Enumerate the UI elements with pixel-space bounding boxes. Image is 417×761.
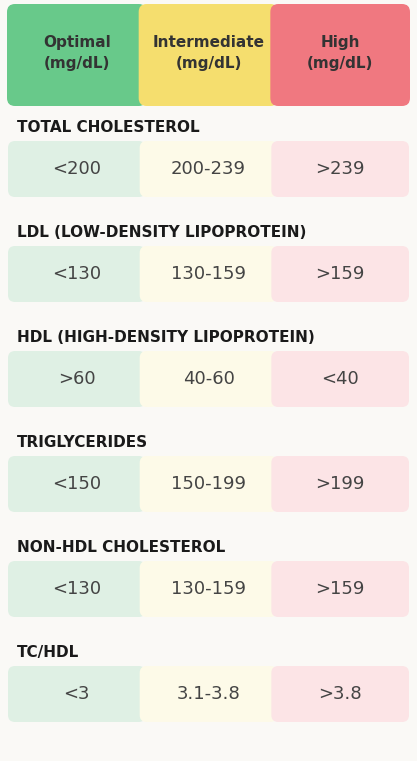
FancyBboxPatch shape (271, 141, 409, 197)
FancyBboxPatch shape (140, 561, 277, 617)
Text: <3: <3 (63, 685, 90, 703)
Text: <40: <40 (321, 370, 359, 388)
Text: 40-60: 40-60 (183, 370, 234, 388)
Text: HDL (HIGH-DENSITY LIPOPROTEIN): HDL (HIGH-DENSITY LIPOPROTEIN) (17, 330, 315, 345)
FancyBboxPatch shape (271, 351, 409, 407)
FancyBboxPatch shape (8, 666, 146, 722)
FancyBboxPatch shape (140, 666, 277, 722)
Text: >199: >199 (316, 475, 365, 493)
Text: 130-159: 130-159 (171, 580, 246, 598)
Text: High
(mg/dL): High (mg/dL) (307, 35, 373, 71)
Text: NON-HDL CHOLESTEROL: NON-HDL CHOLESTEROL (17, 540, 225, 555)
FancyBboxPatch shape (270, 4, 410, 106)
Text: >239: >239 (315, 160, 365, 178)
Text: >159: >159 (316, 580, 365, 598)
Text: >3.8: >3.8 (318, 685, 362, 703)
Text: Intermediate
(mg/dL): Intermediate (mg/dL) (153, 35, 264, 71)
Text: <130: <130 (52, 265, 101, 283)
Text: >60: >60 (58, 370, 95, 388)
FancyBboxPatch shape (139, 4, 278, 106)
Text: 150-199: 150-199 (171, 475, 246, 493)
FancyBboxPatch shape (7, 4, 147, 106)
Text: <130: <130 (52, 580, 101, 598)
FancyBboxPatch shape (8, 561, 146, 617)
Text: Optimal
(mg/dL): Optimal (mg/dL) (43, 35, 111, 71)
Text: TC/HDL: TC/HDL (17, 645, 79, 660)
Text: 3.1-3.8: 3.1-3.8 (177, 685, 240, 703)
FancyBboxPatch shape (8, 141, 146, 197)
FancyBboxPatch shape (140, 141, 277, 197)
FancyBboxPatch shape (140, 456, 277, 512)
Text: <200: <200 (52, 160, 101, 178)
FancyBboxPatch shape (8, 246, 146, 302)
FancyBboxPatch shape (140, 351, 277, 407)
Text: <150: <150 (52, 475, 101, 493)
FancyBboxPatch shape (8, 456, 146, 512)
Text: TRIGLYCERIDES: TRIGLYCERIDES (17, 435, 148, 450)
FancyBboxPatch shape (8, 351, 146, 407)
Text: 130-159: 130-159 (171, 265, 246, 283)
Text: LDL (LOW-DENSITY LIPOPROTEIN): LDL (LOW-DENSITY LIPOPROTEIN) (17, 225, 306, 240)
FancyBboxPatch shape (271, 561, 409, 617)
FancyBboxPatch shape (271, 456, 409, 512)
FancyBboxPatch shape (271, 666, 409, 722)
Text: TOTAL CHOLESTEROL: TOTAL CHOLESTEROL (17, 120, 200, 135)
Text: >159: >159 (316, 265, 365, 283)
FancyBboxPatch shape (271, 246, 409, 302)
Text: 200-239: 200-239 (171, 160, 246, 178)
FancyBboxPatch shape (140, 246, 277, 302)
